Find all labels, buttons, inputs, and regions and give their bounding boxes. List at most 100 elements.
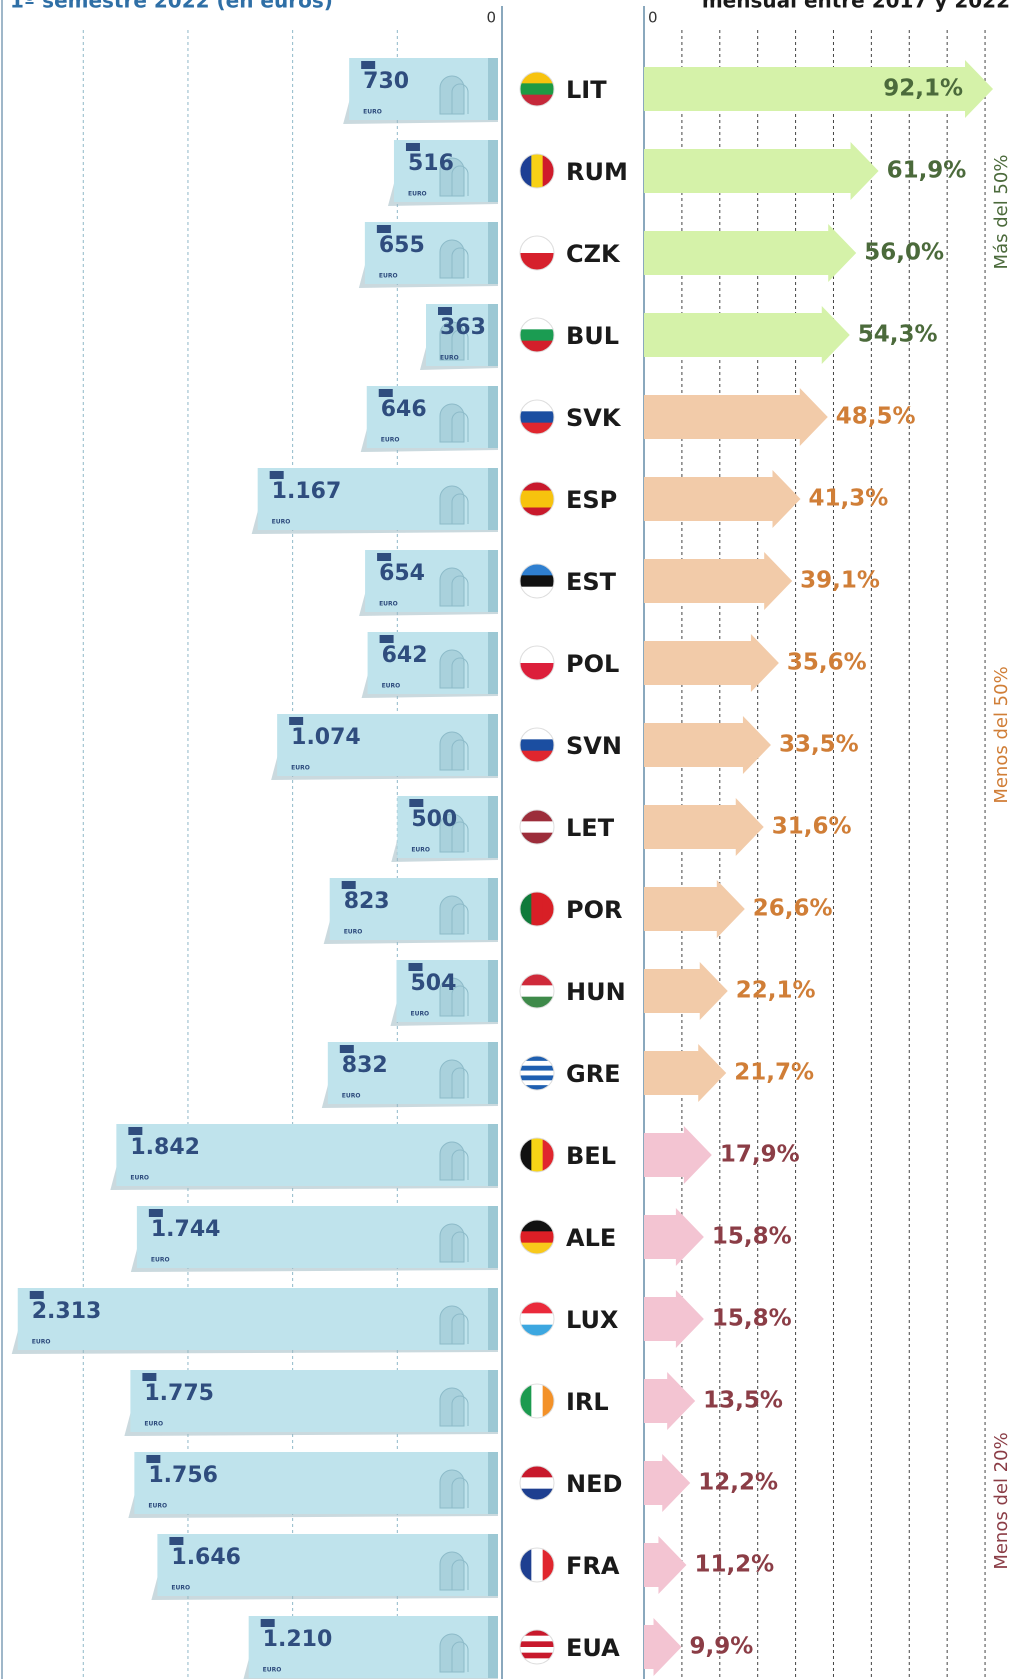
bill-euro: EURO: [363, 109, 382, 116]
bill-euro: EURO: [342, 1093, 361, 1100]
arrow-bar: [644, 880, 745, 938]
category-label: SVK: [566, 404, 622, 432]
arrow-bar: [644, 1290, 704, 1348]
flag: [520, 236, 554, 271]
bill-euro: EURO: [263, 1667, 282, 1674]
flag-stripe: [520, 1384, 532, 1418]
arrow-bar: [644, 224, 856, 282]
flag-stripe: [520, 318, 554, 330]
arrow-bar: [644, 1536, 686, 1594]
flag-stripe: [520, 1071, 554, 1076]
flag-stripe: [520, 83, 554, 95]
flag-stripe: [520, 564, 554, 576]
group-label: Menos del 20%: [991, 1432, 1012, 1569]
flag-stripe: [520, 1220, 554, 1232]
left-subtitle: 1º semestre 2022 (en euros): [10, 0, 333, 13]
flag: [520, 810, 554, 845]
value-label: 642: [382, 643, 428, 668]
bill-flag: [438, 307, 452, 315]
value-label: 15,8%: [712, 1224, 792, 1250]
bill-euro: EURO: [344, 929, 363, 936]
bill-edge: [488, 1124, 498, 1186]
value-label: 13,5%: [703, 1388, 783, 1414]
value-label: 1.775: [144, 1381, 214, 1406]
value-label: 56,0%: [864, 240, 944, 266]
bill-euro: EURO: [130, 1175, 149, 1182]
bill-edge: [488, 796, 498, 858]
arrow-bar: [644, 388, 828, 446]
flag-stripe: [520, 974, 554, 986]
flag: [520, 318, 554, 353]
right-subtitle: mensual entre 2017 y 2022: [702, 0, 1010, 13]
arrow-bar: [644, 552, 792, 610]
arrow-bar: [644, 798, 764, 856]
arrow-bar: [644, 306, 850, 364]
group-label: Más del 50%: [991, 155, 1012, 270]
flag: [520, 974, 554, 1009]
bill-edge: [488, 714, 498, 776]
bill-edge: [488, 878, 498, 940]
bill-euro: EURO: [32, 1339, 51, 1346]
value-label: 363: [440, 315, 486, 340]
flag-stripe: [520, 1548, 532, 1582]
bill-flag: [169, 1537, 183, 1545]
bill-euro: EURO: [151, 1257, 170, 1264]
flag-stripe: [520, 491, 554, 500]
flag: [520, 1056, 554, 1091]
value-label: 832: [342, 1053, 388, 1078]
flag-stripe: [520, 646, 554, 664]
flag: [520, 564, 554, 599]
value-label: 1.167: [272, 479, 342, 504]
flag-stripe: [520, 663, 554, 681]
bill-flag: [408, 963, 422, 971]
flag-stripe: [520, 1653, 554, 1659]
flag: [520, 1302, 554, 1337]
value-label: 31,6%: [772, 814, 852, 840]
value-label: 41,3%: [809, 486, 889, 512]
flag-stripe: [531, 1138, 543, 1172]
category-label: EUA: [566, 1634, 620, 1662]
value-label: 655: [379, 233, 425, 258]
category-label: LET: [566, 814, 615, 842]
value-label: 12,2%: [698, 1470, 778, 1496]
bill-euro: EURO: [411, 847, 430, 854]
category-label: BEL: [566, 1142, 616, 1170]
flag: [520, 1384, 555, 1418]
category-label: ALE: [566, 1224, 616, 1252]
flag: [520, 892, 555, 926]
flag: [520, 400, 554, 435]
bill-flag: [270, 471, 284, 479]
flag-stripe: [520, 728, 554, 740]
bill-edge: [488, 304, 498, 366]
x-tick-label: 0: [486, 9, 496, 27]
bill-flag: [379, 389, 393, 397]
flag: [520, 72, 554, 107]
flag-stripe: [520, 1641, 554, 1647]
bill-edge: [488, 1616, 498, 1678]
value-label: 1.756: [148, 1463, 218, 1488]
category-label: CZK: [566, 240, 621, 268]
category-label: GRE: [566, 1060, 621, 1088]
value-label: 33,5%: [779, 732, 859, 758]
category-label: SVN: [566, 732, 622, 760]
bill-euro: EURO: [381, 437, 400, 444]
flag-stripe: [520, 508, 554, 517]
flag-stripe: [520, 1477, 554, 1489]
bill-flag: [409, 799, 423, 807]
flag: [520, 1548, 555, 1582]
bill-flag: [406, 143, 420, 151]
flag: [520, 482, 554, 517]
flag-stripe: [520, 575, 554, 587]
arrow-bar: [644, 142, 879, 200]
arrow-bar: [644, 962, 728, 1020]
bill-edge: [488, 1288, 498, 1350]
bill-edge: [488, 1534, 498, 1596]
category-label: BUL: [566, 322, 619, 350]
category-label: POL: [566, 650, 619, 678]
category-label: LUX: [566, 1306, 619, 1334]
value-label: 17,9%: [720, 1142, 800, 1168]
bill-edge: [488, 222, 498, 284]
flag-stripe: [520, 236, 554, 254]
category-label: FRA: [566, 1552, 620, 1580]
flag-stripe: [520, 1313, 554, 1325]
